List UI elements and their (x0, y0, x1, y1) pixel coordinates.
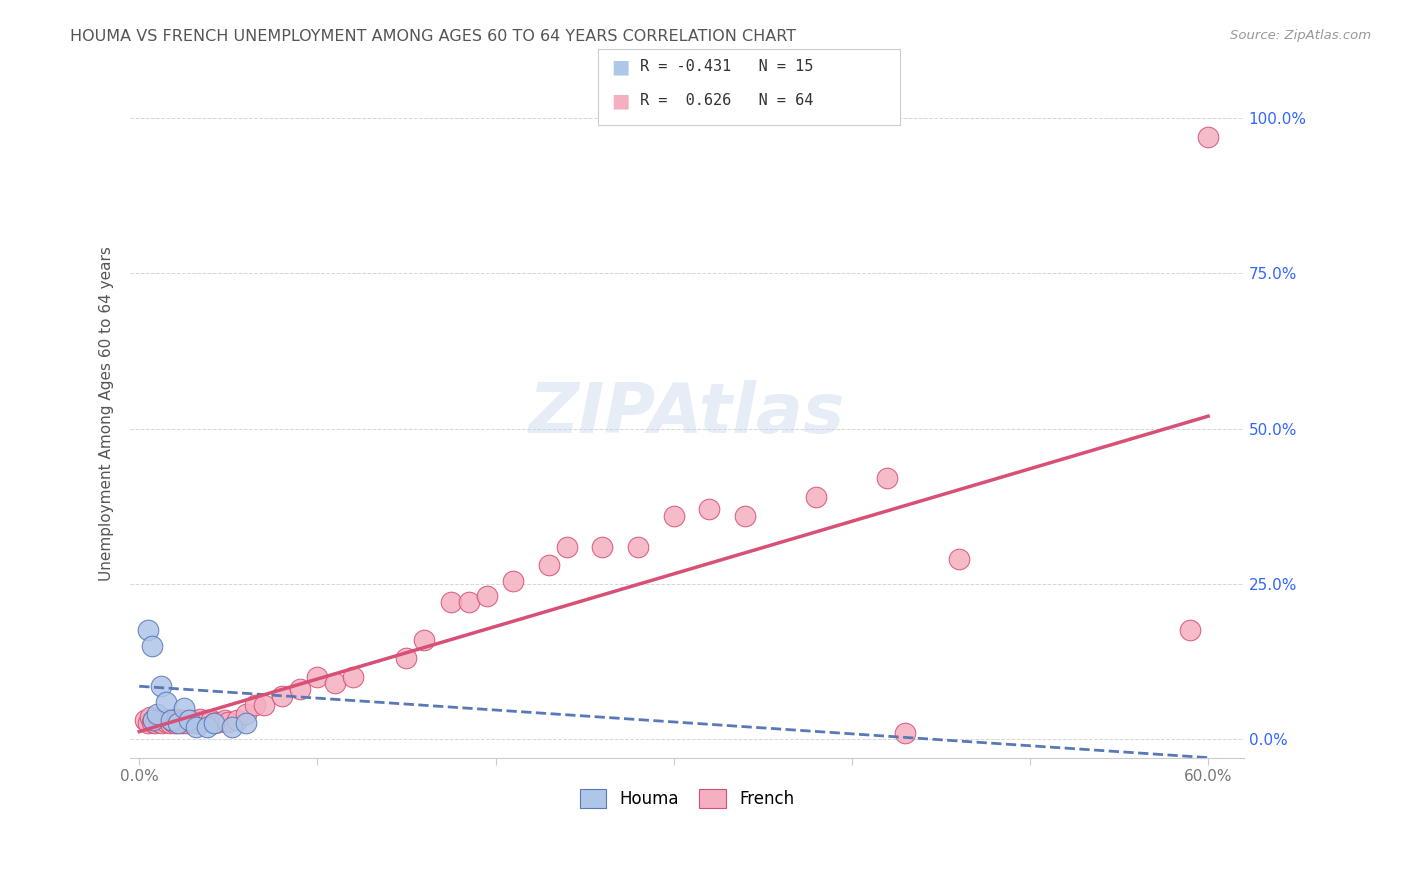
Point (537, 558, 560, 573)
Point (176, 716, 198, 731)
Point (1197, 129, 1219, 144)
Point (160, 714, 183, 728)
Point (188, 712, 211, 726)
Point (179, 714, 201, 728)
Point (208, 714, 231, 729)
Point (141, 714, 163, 729)
Point (149, 714, 172, 728)
Point (167, 716, 190, 731)
Point (181, 714, 204, 728)
Point (502, 574, 524, 588)
Point (186, 720, 208, 734)
Point (134, 714, 156, 728)
Point (697, 502, 720, 516)
Text: ■: ■ (612, 57, 630, 77)
Point (162, 714, 184, 729)
Point (806, 490, 828, 504)
Point (195, 714, 218, 728)
Point (475, 589, 498, 603)
Text: ZIPAtlas: ZIPAtlas (529, 380, 845, 447)
Point (170, 716, 193, 731)
Legend: Houma, French: Houma, French (574, 782, 801, 814)
Text: ■: ■ (612, 91, 630, 111)
Point (148, 714, 170, 729)
Point (200, 714, 222, 728)
Point (948, 552, 970, 566)
Point (734, 508, 756, 523)
Point (307, 670, 329, 684)
Point (153, 714, 176, 728)
Point (143, 716, 166, 731)
Point (146, 712, 169, 726)
Point (202, 716, 225, 731)
Point (894, 726, 917, 740)
Point (156, 712, 179, 726)
Point (152, 716, 174, 731)
Point (155, 714, 177, 729)
Point (159, 716, 181, 731)
Point (149, 679, 172, 693)
Point (323, 676, 346, 690)
Text: R =  0.626   N = 64: R = 0.626 N = 64 (640, 94, 813, 108)
Point (202, 716, 225, 731)
Point (243, 698, 266, 712)
Point (342, 670, 364, 684)
Point (155, 695, 177, 709)
Point (166, 712, 188, 726)
Point (457, 595, 479, 609)
Point (136, 716, 159, 731)
Point (627, 540, 650, 554)
Point (440, 595, 463, 609)
Point (1180, 624, 1202, 638)
Point (142, 714, 165, 728)
Point (160, 714, 183, 728)
Point (186, 716, 208, 731)
Point (173, 714, 195, 728)
Text: HOUMA VS FRENCH UNEMPLOYMENT AMONG AGES 60 TO 64 YEARS CORRELATION CHART: HOUMA VS FRENCH UNEMPLOYMENT AMONG AGES … (70, 29, 796, 44)
Point (195, 720, 218, 734)
Point (235, 707, 257, 722)
Point (270, 689, 292, 703)
Point (555, 540, 578, 554)
Point (193, 714, 215, 729)
Point (174, 714, 197, 729)
Point (662, 508, 685, 523)
Y-axis label: Unemployment Among Ages 60 to 64 years: Unemployment Among Ages 60 to 64 years (100, 245, 114, 581)
Point (226, 714, 249, 728)
Point (169, 714, 191, 728)
Point (139, 710, 162, 724)
Point (142, 714, 165, 728)
Point (591, 540, 613, 554)
Point (288, 682, 311, 697)
Text: R = -0.431   N = 15: R = -0.431 N = 15 (640, 60, 813, 74)
Point (180, 714, 202, 729)
Point (163, 716, 186, 731)
Point (217, 714, 239, 729)
Point (146, 707, 169, 722)
Point (173, 701, 195, 715)
Text: Source: ZipAtlas.com: Source: ZipAtlas.com (1230, 29, 1371, 42)
Point (235, 716, 257, 731)
Point (876, 471, 898, 485)
Point (179, 714, 201, 728)
Point (136, 624, 159, 638)
Point (221, 720, 243, 734)
Point (141, 639, 163, 653)
Point (253, 698, 276, 712)
Point (395, 651, 418, 665)
Point (167, 714, 190, 729)
Point (214, 714, 236, 728)
Point (413, 632, 436, 647)
